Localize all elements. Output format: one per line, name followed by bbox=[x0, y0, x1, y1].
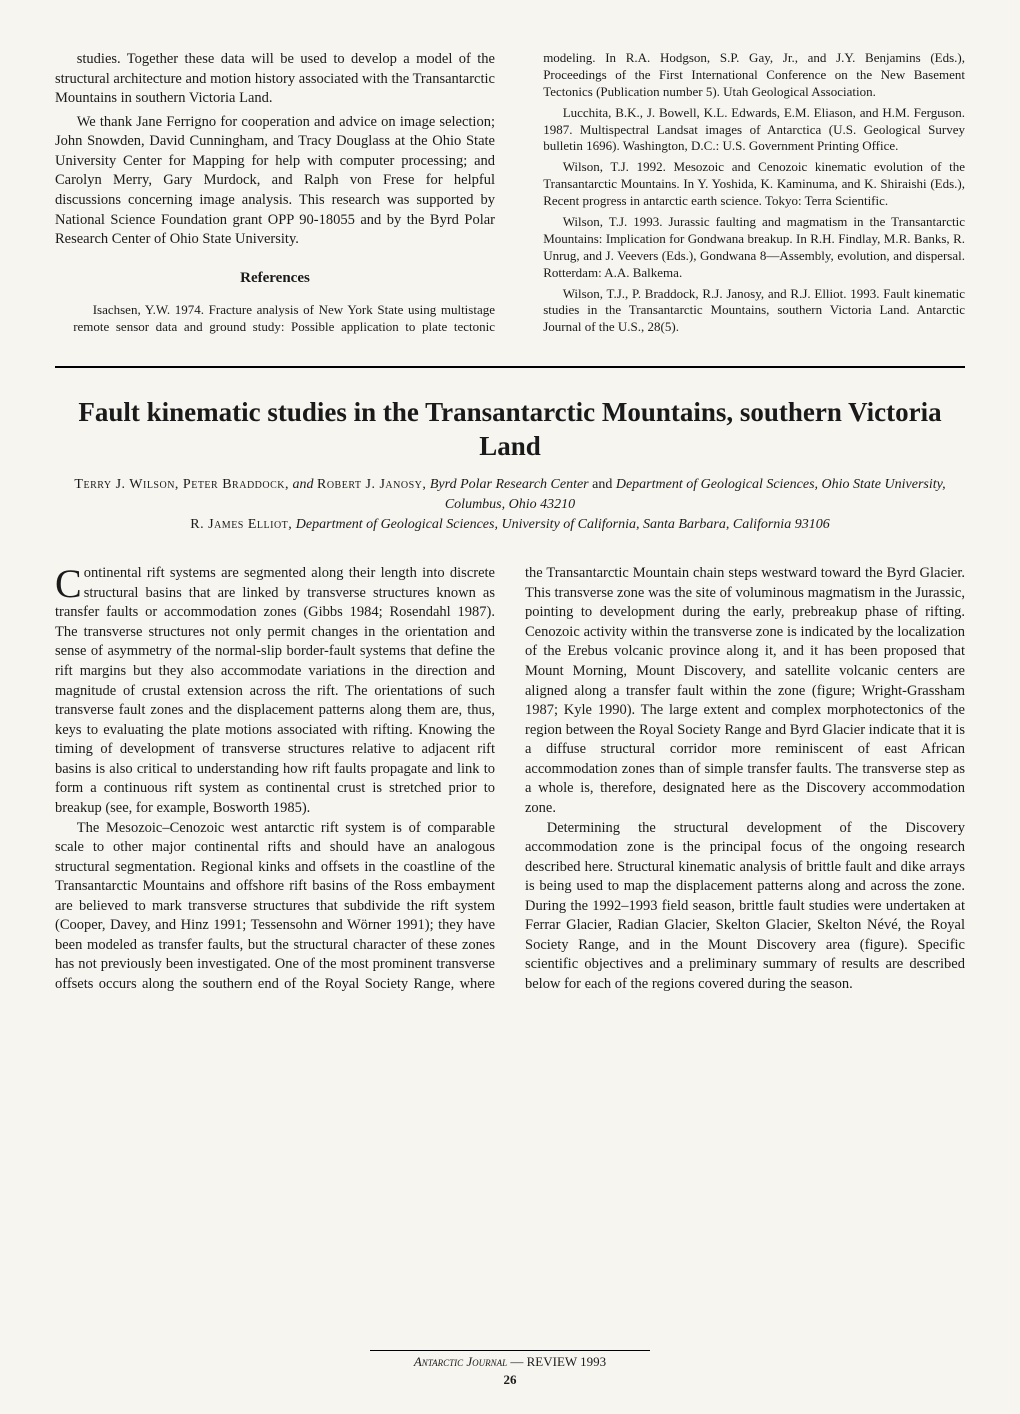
author-conjunction: and bbox=[592, 477, 612, 492]
author-affiliation: Department of Geological Sciences, Unive… bbox=[296, 517, 830, 532]
footer-rule bbox=[370, 1350, 650, 1351]
footer-issue: — REVIEW 1993 bbox=[507, 1354, 606, 1369]
reference-item: Wilson, T.J. 1992. Mesozoic and Cenozoic… bbox=[525, 159, 965, 210]
body-paragraph: Determining the structural development o… bbox=[525, 819, 965, 995]
drop-cap: C bbox=[55, 564, 84, 601]
body-paragraph: Continental rift systems are segmented a… bbox=[55, 564, 495, 818]
author-conjunction: and bbox=[293, 477, 318, 492]
article-title: Fault kinematic studies in the Transanta… bbox=[55, 396, 965, 464]
author-block: Terry J. Wilson, Peter Braddock, and Rob… bbox=[55, 475, 965, 534]
page-footer: Antarctic Journal — REVIEW 1993 26 bbox=[0, 1350, 1020, 1389]
footer-text: Antarctic Journal — REVIEW 1993 bbox=[0, 1353, 1020, 1371]
body-text: ontinental rift systems are segmented al… bbox=[55, 565, 495, 816]
author-names: Terry J. Wilson, Peter Braddock, bbox=[74, 477, 289, 492]
page-number: 26 bbox=[0, 1371, 1020, 1389]
continuation-paragraph: studies. Together these data will be use… bbox=[55, 50, 495, 109]
reference-item: Wilson, T.J. 1993. Jurassic faulting and… bbox=[525, 214, 965, 282]
acknowledgments-paragraph: We thank Jane Ferrigno for cooperation a… bbox=[55, 113, 495, 250]
reference-item: Wilson, T.J., P. Braddock, R.J. Janosy, … bbox=[525, 286, 965, 337]
top-section: studies. Together these data will be use… bbox=[55, 50, 965, 338]
author-affiliation: Byrd Polar Research Center bbox=[430, 477, 592, 492]
article-body: Continental rift systems are segmented a… bbox=[55, 564, 965, 994]
author-names: R. James Elliot, bbox=[190, 517, 292, 532]
reference-item: Lucchita, B.K., J. Bowell, K.L. Edwards,… bbox=[525, 105, 965, 156]
references-heading: References bbox=[55, 268, 495, 288]
journal-name: Antarctic Journal bbox=[414, 1354, 507, 1369]
section-divider bbox=[55, 366, 965, 368]
author-names: Robert J. Janosy, bbox=[317, 477, 426, 492]
